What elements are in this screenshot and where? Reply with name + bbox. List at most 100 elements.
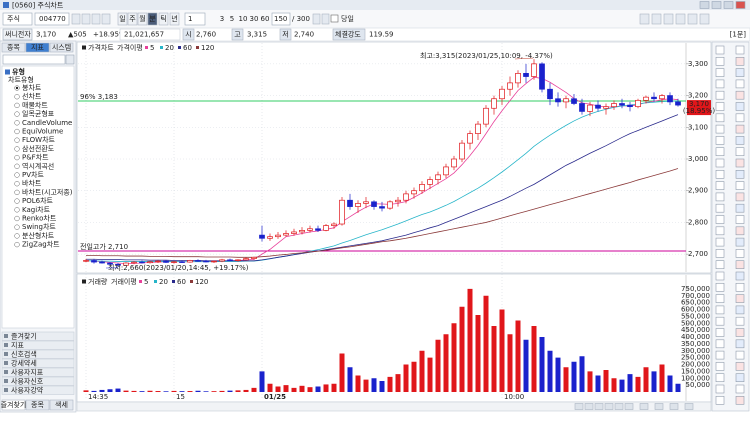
- chart-type[interactable]: POL6차트: [22, 196, 54, 205]
- tool-icon[interactable]: [101, 13, 111, 25]
- draw-tool[interactable]: [715, 79, 725, 89]
- window-button[interactable]: [699, 1, 710, 9]
- chart-type[interactable]: FLOW차트: [22, 135, 56, 144]
- draw-tool[interactable]: [735, 181, 745, 190]
- radio[interactable]: [14, 111, 20, 117]
- scroll-control[interactable]: [624, 403, 634, 410]
- radio[interactable]: [14, 102, 20, 109]
- tool-icon[interactable]: [663, 13, 674, 25]
- draw-tool[interactable]: [715, 102, 725, 111]
- count-input[interactable]: [271, 12, 291, 26]
- period[interactable]: 일: [119, 14, 125, 23]
- draw-tool[interactable]: [715, 260, 725, 270]
- quick-interval[interactable]: 3: [220, 15, 224, 23]
- bottom-tab[interactable]: [25, 399, 50, 411]
- radio[interactable]: [14, 198, 20, 204]
- chart-type[interactable]: EquiVolume: [22, 128, 63, 136]
- section-header[interactable]: [1, 349, 75, 359]
- chart-type[interactable]: 바차트(시고저종): [22, 187, 73, 196]
- scroll-control[interactable]: [684, 403, 694, 410]
- draw-tool[interactable]: [735, 79, 745, 89]
- draw-tool[interactable]: [715, 215, 725, 224]
- chart-type[interactable]: Renko차트: [22, 214, 57, 223]
- chart-type[interactable]: Kagi차트: [22, 205, 51, 214]
- period-button[interactable]: [137, 12, 148, 26]
- draw-tool[interactable]: [735, 305, 745, 315]
- draw-tool[interactable]: [715, 68, 725, 77]
- draw-tool[interactable]: [735, 373, 745, 383]
- draw-tool[interactable]: [735, 215, 745, 224]
- tool-icon[interactable]: [312, 13, 321, 25]
- tool-icon[interactable]: [651, 13, 662, 25]
- draw-tool[interactable]: [715, 384, 725, 394]
- panel-tab[interactable]: [25, 42, 50, 53]
- section-header[interactable]: [1, 340, 75, 350]
- draw-tool[interactable]: [735, 102, 745, 111]
- radio[interactable]: [14, 163, 20, 169]
- quick-interval[interactable]: 30: [250, 15, 259, 23]
- draw-tool[interactable]: [715, 113, 725, 123]
- radio[interactable]: [14, 120, 20, 126]
- period[interactable]: 월: [139, 14, 145, 23]
- draw-tool[interactable]: [735, 192, 745, 202]
- draw-tool[interactable]: [735, 362, 745, 371]
- period[interactable]: 분: [149, 15, 156, 23]
- period[interactable]: 틱: [160, 14, 166, 23]
- search-button[interactable]: [65, 54, 75, 65]
- radio[interactable]: [14, 137, 20, 143]
- draw-tool[interactable]: [715, 147, 725, 156]
- draw-tool[interactable]: [735, 339, 745, 349]
- draw-tool[interactable]: [735, 68, 745, 77]
- bottom-tab-label[interactable]: 즐겨찾기: [1, 400, 27, 409]
- section[interactable]: 사용자강약: [11, 386, 44, 395]
- code-input[interactable]: [34, 12, 70, 26]
- draw-tool[interactable]: [735, 136, 745, 145]
- tool-icon[interactable]: [675, 13, 686, 25]
- panel-tab[interactable]: [49, 42, 74, 53]
- scroll-control[interactable]: [639, 403, 649, 410]
- radio[interactable]: [14, 128, 20, 135]
- draw-tool[interactable]: [715, 249, 725, 258]
- radio[interactable]: [14, 233, 20, 239]
- panel-tab-label[interactable]: 종목: [7, 44, 20, 52]
- today-checkbox[interactable]: [330, 14, 339, 23]
- period[interactable]: 년: [171, 14, 177, 23]
- draw-tool[interactable]: [715, 56, 725, 66]
- section[interactable]: 사용자신호: [11, 377, 44, 386]
- draw-tool[interactable]: [715, 271, 725, 281]
- draw-tool[interactable]: [715, 226, 725, 236]
- period-button[interactable]: [147, 12, 158, 26]
- chart-type[interactable]: 봉차트: [22, 83, 42, 92]
- scroll-control[interactable]: [654, 403, 664, 410]
- draw-tool[interactable]: [715, 294, 725, 303]
- tool-icon[interactable]: [91, 13, 101, 25]
- radio[interactable]: [14, 181, 20, 187]
- radio[interactable]: [14, 172, 20, 178]
- draw-tool[interactable]: [715, 305, 725, 315]
- draw-tool[interactable]: [735, 45, 745, 55]
- bottom-tab[interactable]: [49, 399, 74, 411]
- period[interactable]: 주: [129, 15, 136, 23]
- draw-tool[interactable]: [735, 316, 745, 326]
- section-header[interactable]: [1, 367, 75, 377]
- chart-type[interactable]: 분산형차트: [22, 231, 55, 240]
- section[interactable]: 신호검색: [11, 350, 37, 359]
- window-button[interactable]: [723, 1, 734, 9]
- scroll-control[interactable]: [604, 403, 614, 410]
- tool-icon[interactable]: [81, 13, 91, 25]
- chart-type[interactable]: 삼선전환도: [22, 144, 55, 153]
- panel-tab[interactable]: [1, 42, 26, 53]
- draw-tool[interactable]: [715, 90, 725, 100]
- draw-tool[interactable]: [715, 158, 725, 168]
- radio[interactable]: [14, 241, 20, 248]
- draw-tool[interactable]: [715, 339, 725, 349]
- draw-tool[interactable]: [735, 237, 745, 247]
- section[interactable]: 지표: [11, 341, 24, 350]
- chart-type[interactable]: CandleVolume: [22, 119, 72, 127]
- draw-tool[interactable]: [715, 136, 725, 145]
- scroll-control[interactable]: [584, 403, 594, 410]
- radio[interactable]: [14, 207, 20, 213]
- window-button[interactable]: [735, 1, 746, 9]
- draw-tool[interactable]: [735, 282, 745, 292]
- draw-tool[interactable]: [735, 395, 745, 405]
